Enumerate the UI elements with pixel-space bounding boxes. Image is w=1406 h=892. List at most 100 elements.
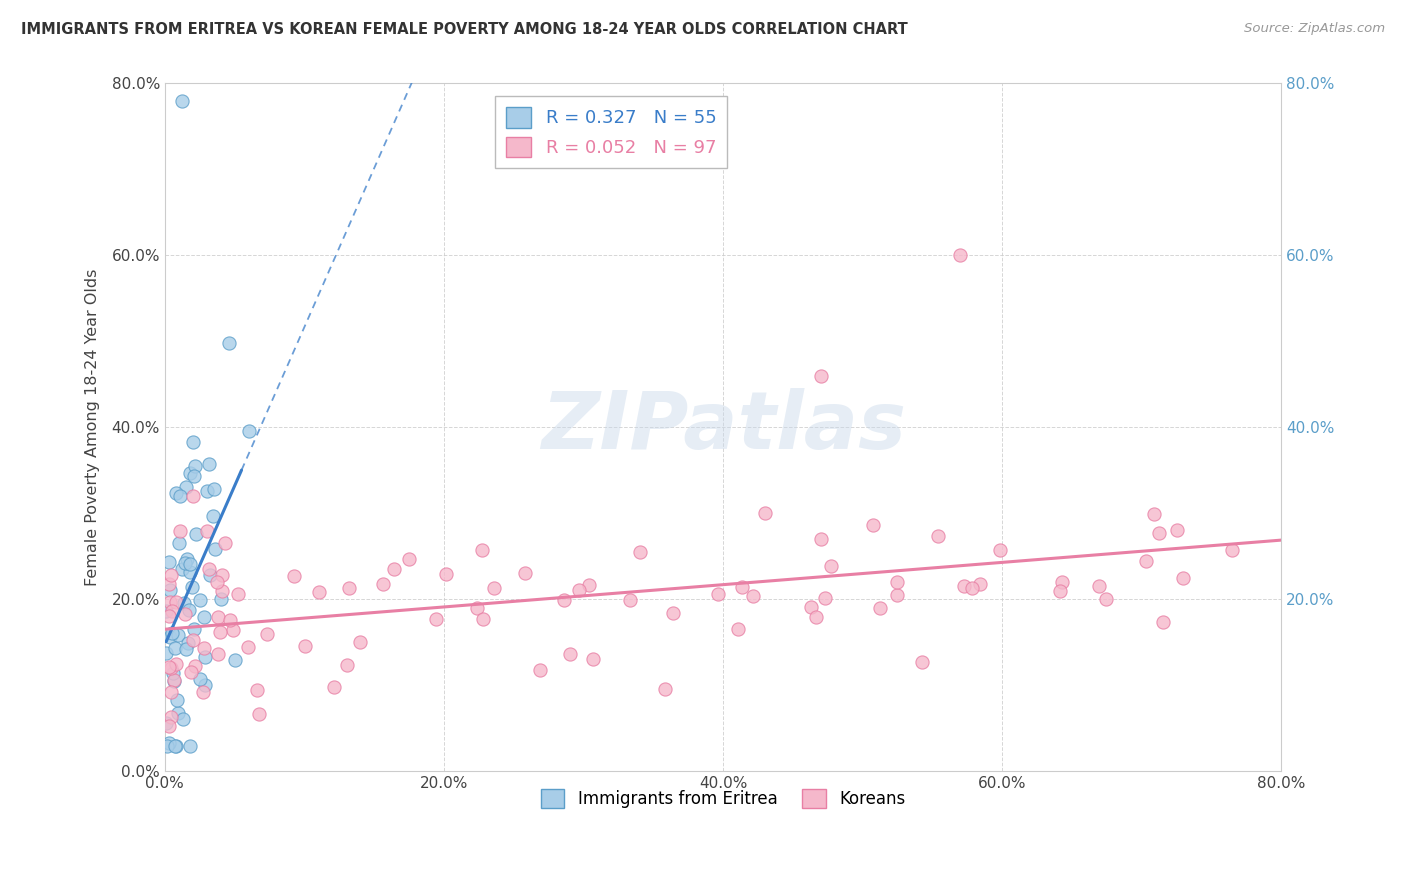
Point xyxy=(578,577,600,591)
Point xyxy=(207,610,229,624)
Point xyxy=(157,736,180,750)
Point xyxy=(1143,508,1166,522)
Point xyxy=(176,552,198,566)
Point xyxy=(181,632,204,647)
Point xyxy=(810,532,832,546)
Point xyxy=(174,607,197,621)
Point xyxy=(174,556,197,570)
Point xyxy=(662,606,685,620)
Point xyxy=(806,610,828,624)
Point xyxy=(398,552,420,566)
Point xyxy=(754,507,776,521)
Point xyxy=(800,599,823,614)
Point xyxy=(159,594,181,608)
Point xyxy=(434,566,457,581)
Point xyxy=(188,593,211,607)
Point xyxy=(953,579,976,593)
Point xyxy=(529,663,551,677)
Point xyxy=(184,458,207,473)
Point xyxy=(183,469,205,483)
Point xyxy=(179,557,201,571)
Point xyxy=(198,567,221,582)
Point xyxy=(471,542,494,557)
Point xyxy=(162,673,184,687)
Point xyxy=(204,541,226,556)
Text: ZIPatlas: ZIPatlas xyxy=(540,388,905,467)
Point xyxy=(205,574,228,589)
Point xyxy=(349,635,371,649)
Point xyxy=(1049,583,1071,598)
Point xyxy=(165,739,187,753)
Legend: Immigrants from Eritrea, Koreans: Immigrants from Eritrea, Koreans xyxy=(534,782,912,814)
Point xyxy=(165,486,187,500)
Point xyxy=(195,524,218,538)
Point xyxy=(163,640,186,655)
Point xyxy=(191,685,214,699)
Point xyxy=(886,574,908,589)
Point xyxy=(813,591,835,605)
Point xyxy=(247,706,270,721)
Point xyxy=(654,681,676,696)
Point xyxy=(294,639,316,653)
Point xyxy=(969,577,991,591)
Point xyxy=(869,600,891,615)
Point xyxy=(157,577,180,591)
Point xyxy=(181,435,204,450)
Point xyxy=(425,612,447,626)
Point xyxy=(207,647,229,661)
Point xyxy=(308,585,330,599)
Point xyxy=(707,587,730,601)
Text: IMMIGRANTS FROM ERITREA VS KOREAN FEMALE POVERTY AMONG 18-24 YEAR OLDS CORRELATI: IMMIGRANTS FROM ERITREA VS KOREAN FEMALE… xyxy=(21,22,908,37)
Point xyxy=(371,576,394,591)
Point xyxy=(169,524,191,538)
Point xyxy=(727,622,749,636)
Point xyxy=(1088,579,1111,593)
Point xyxy=(224,653,246,667)
Point xyxy=(157,555,180,569)
Point xyxy=(238,640,260,654)
Point xyxy=(1095,591,1118,606)
Point xyxy=(221,623,243,637)
Point xyxy=(172,712,194,726)
Point xyxy=(1147,526,1170,541)
Point xyxy=(162,665,184,680)
Point xyxy=(1152,615,1174,629)
Point xyxy=(184,526,207,541)
Point xyxy=(482,582,505,596)
Point xyxy=(157,660,180,674)
Point xyxy=(157,719,180,733)
Point xyxy=(169,489,191,503)
Point xyxy=(465,601,488,615)
Point xyxy=(180,665,202,680)
Point xyxy=(155,646,177,660)
Point xyxy=(337,581,360,595)
Point xyxy=(949,248,972,262)
Point xyxy=(160,661,183,675)
Point xyxy=(163,673,186,688)
Point xyxy=(179,467,201,481)
Point xyxy=(226,586,249,600)
Point xyxy=(209,625,232,640)
Point xyxy=(513,566,536,581)
Point xyxy=(568,583,591,598)
Point xyxy=(177,603,200,617)
Point xyxy=(165,657,187,672)
Point xyxy=(1166,523,1188,537)
Point xyxy=(181,580,204,594)
Point xyxy=(628,545,651,559)
Point xyxy=(741,589,763,603)
Point xyxy=(179,565,201,579)
Point xyxy=(188,672,211,686)
Point xyxy=(160,710,183,724)
Point xyxy=(582,651,605,665)
Point xyxy=(862,517,884,532)
Point xyxy=(198,562,221,576)
Point xyxy=(159,582,181,597)
Point xyxy=(167,536,190,550)
Point xyxy=(382,562,405,576)
Point xyxy=(560,647,582,661)
Point xyxy=(173,595,195,609)
Point xyxy=(962,581,984,595)
Point xyxy=(165,739,187,753)
Point xyxy=(1052,575,1074,590)
